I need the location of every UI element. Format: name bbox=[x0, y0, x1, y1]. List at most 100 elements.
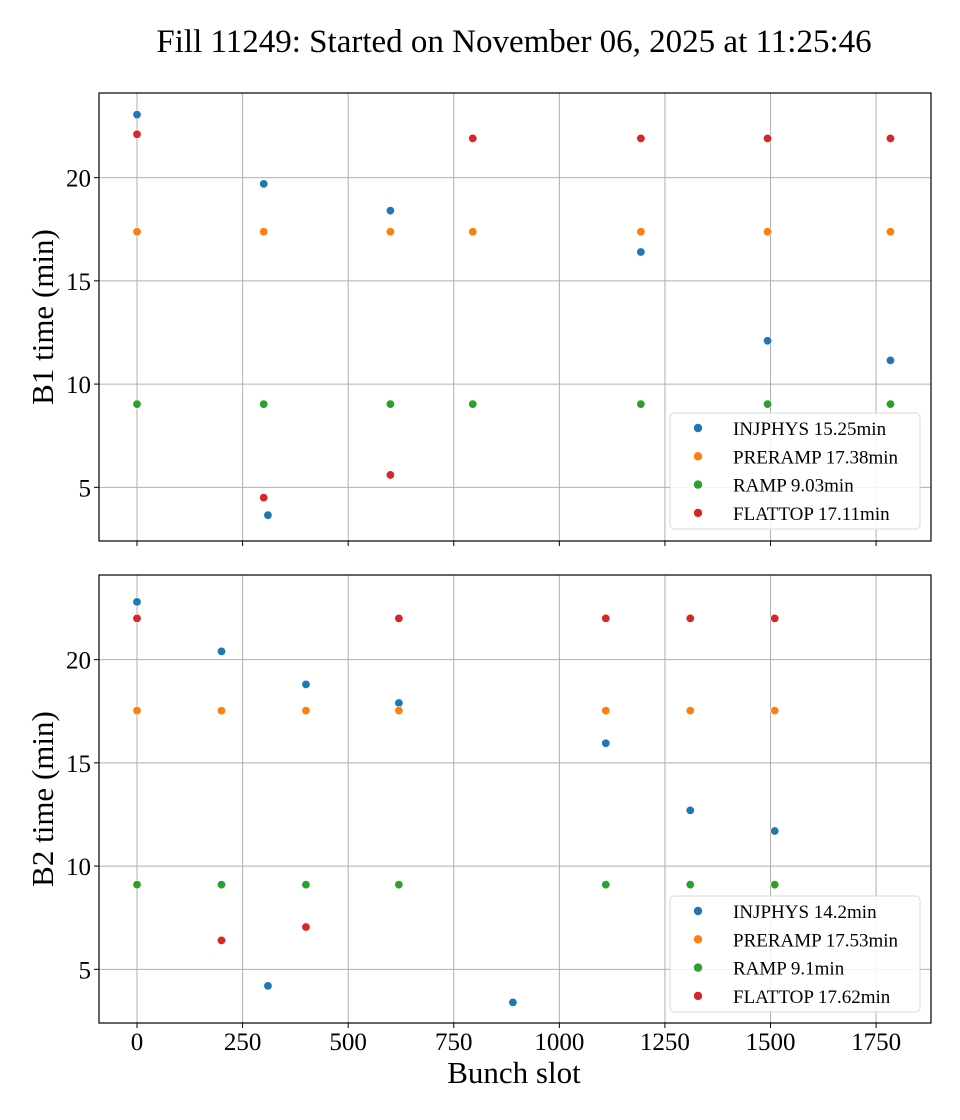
data-point bbox=[259, 179, 269, 189]
legend-marker bbox=[693, 508, 703, 518]
data-point bbox=[259, 399, 269, 409]
data-point bbox=[685, 613, 695, 623]
x-axis-label: Bunch slot bbox=[447, 1055, 581, 1090]
data-point bbox=[508, 997, 518, 1007]
data-point bbox=[301, 880, 311, 890]
legend-label: FLATTOP 17.62min bbox=[733, 987, 891, 1008]
x-tick-label: 0 bbox=[131, 1029, 144, 1056]
data-point bbox=[301, 706, 311, 716]
legend: INJPHYS 15.25min PRERAMP 17.38min RAMP 9.0… bbox=[669, 412, 921, 530]
data-point bbox=[394, 698, 404, 708]
data-point bbox=[216, 880, 226, 890]
data-point bbox=[636, 399, 646, 409]
data-point bbox=[685, 880, 695, 890]
data-point bbox=[685, 706, 695, 716]
y-tick-label: 10 bbox=[66, 854, 91, 881]
data-point bbox=[770, 880, 780, 890]
data-point bbox=[259, 493, 269, 503]
data-point bbox=[685, 805, 695, 815]
data-point bbox=[263, 981, 273, 991]
data-point bbox=[216, 935, 226, 945]
data-point bbox=[385, 206, 395, 216]
data-point bbox=[394, 880, 404, 890]
data-point bbox=[636, 133, 646, 143]
legend-box bbox=[669, 412, 921, 530]
series-preramp bbox=[132, 706, 780, 716]
legend-label: RAMP 9.03min bbox=[733, 476, 854, 497]
data-point bbox=[468, 399, 478, 409]
y-axis-label: B2 time (min) bbox=[25, 711, 60, 887]
data-point bbox=[885, 399, 895, 409]
data-point bbox=[601, 738, 611, 748]
series-injphys bbox=[132, 597, 780, 1007]
legend-box bbox=[669, 895, 921, 1013]
data-point bbox=[132, 227, 142, 237]
data-point bbox=[132, 597, 142, 607]
top-panel-b1: 5 10 15 20 B1 time (min) INJPHYS 15.25min PRER… bbox=[25, 92, 932, 546]
data-point bbox=[468, 133, 478, 143]
y-tick-label: 5 bbox=[79, 957, 92, 984]
series-ramp bbox=[132, 399, 895, 409]
data-point bbox=[636, 227, 646, 237]
legend-label: INJPHYS 14.2min bbox=[733, 902, 877, 923]
legend: INJPHYS 14.2min PRERAMP 17.53min RAMP 9.1m… bbox=[669, 895, 921, 1013]
data-point bbox=[132, 399, 142, 409]
data-point bbox=[763, 133, 773, 143]
figure-title: Fill 11249: Started on November 06, 2025… bbox=[156, 24, 871, 60]
x-tick-label: 1500 bbox=[746, 1029, 796, 1056]
x-tick-label: 750 bbox=[435, 1029, 473, 1056]
data-point bbox=[216, 646, 226, 656]
data-point bbox=[301, 922, 311, 932]
data-point bbox=[385, 470, 395, 480]
data-point bbox=[636, 247, 646, 257]
data-point bbox=[885, 227, 895, 237]
data-point bbox=[132, 706, 142, 716]
data-point bbox=[601, 613, 611, 623]
legend-label: PRERAMP 17.38min bbox=[733, 447, 899, 468]
data-point bbox=[601, 880, 611, 890]
data-point bbox=[763, 399, 773, 409]
data-point bbox=[259, 227, 269, 237]
data-point bbox=[885, 133, 895, 143]
legend-marker bbox=[693, 935, 703, 944]
data-point bbox=[132, 880, 142, 890]
data-point bbox=[385, 227, 395, 237]
axes-frame bbox=[98, 92, 932, 542]
data-point bbox=[132, 613, 142, 623]
legend-label: PRERAMP 17.53min bbox=[733, 930, 899, 951]
x-tick-label: 1000 bbox=[534, 1029, 584, 1056]
series-flattop bbox=[132, 613, 780, 945]
series-ramp bbox=[132, 880, 780, 890]
legend-marker bbox=[693, 991, 703, 1001]
data-point bbox=[301, 679, 311, 689]
y-tick-label: 20 bbox=[66, 648, 91, 675]
data-point bbox=[885, 355, 895, 365]
y-tick-label: 15 bbox=[66, 751, 91, 778]
axes-frame bbox=[98, 574, 932, 1024]
bottom-panel-b2: 0 250 500 750 1000 1250 1500 1750 5 10 15 20 B2 time… bbox=[25, 574, 932, 1090]
data-point bbox=[763, 227, 773, 237]
y-axis-label: B1 time (min) bbox=[25, 229, 60, 405]
x-tick-label: 1750 bbox=[851, 1029, 901, 1056]
data-point bbox=[216, 706, 226, 716]
data-point bbox=[770, 826, 780, 836]
data-point bbox=[770, 706, 780, 716]
y-tick-label: 20 bbox=[66, 166, 91, 193]
legend-label: RAMP 9.1min bbox=[733, 959, 845, 980]
data-point bbox=[468, 227, 478, 237]
data-point bbox=[770, 613, 780, 623]
data-point bbox=[394, 613, 404, 623]
y-tick-label: 10 bbox=[66, 372, 91, 399]
y-tick-label: 15 bbox=[66, 269, 91, 296]
data-point bbox=[394, 706, 404, 716]
legend-marker bbox=[693, 480, 703, 489]
data-point bbox=[132, 110, 142, 120]
legend-label: FLATTOP 17.11min bbox=[733, 504, 890, 525]
data-point bbox=[132, 129, 142, 139]
data-point bbox=[385, 399, 395, 409]
y-tick-label: 5 bbox=[79, 475, 92, 502]
legend-label: INJPHYS 15.25min bbox=[733, 419, 887, 440]
series-flattop bbox=[132, 129, 895, 503]
legend-marker bbox=[693, 963, 703, 972]
legend-marker bbox=[693, 906, 703, 916]
